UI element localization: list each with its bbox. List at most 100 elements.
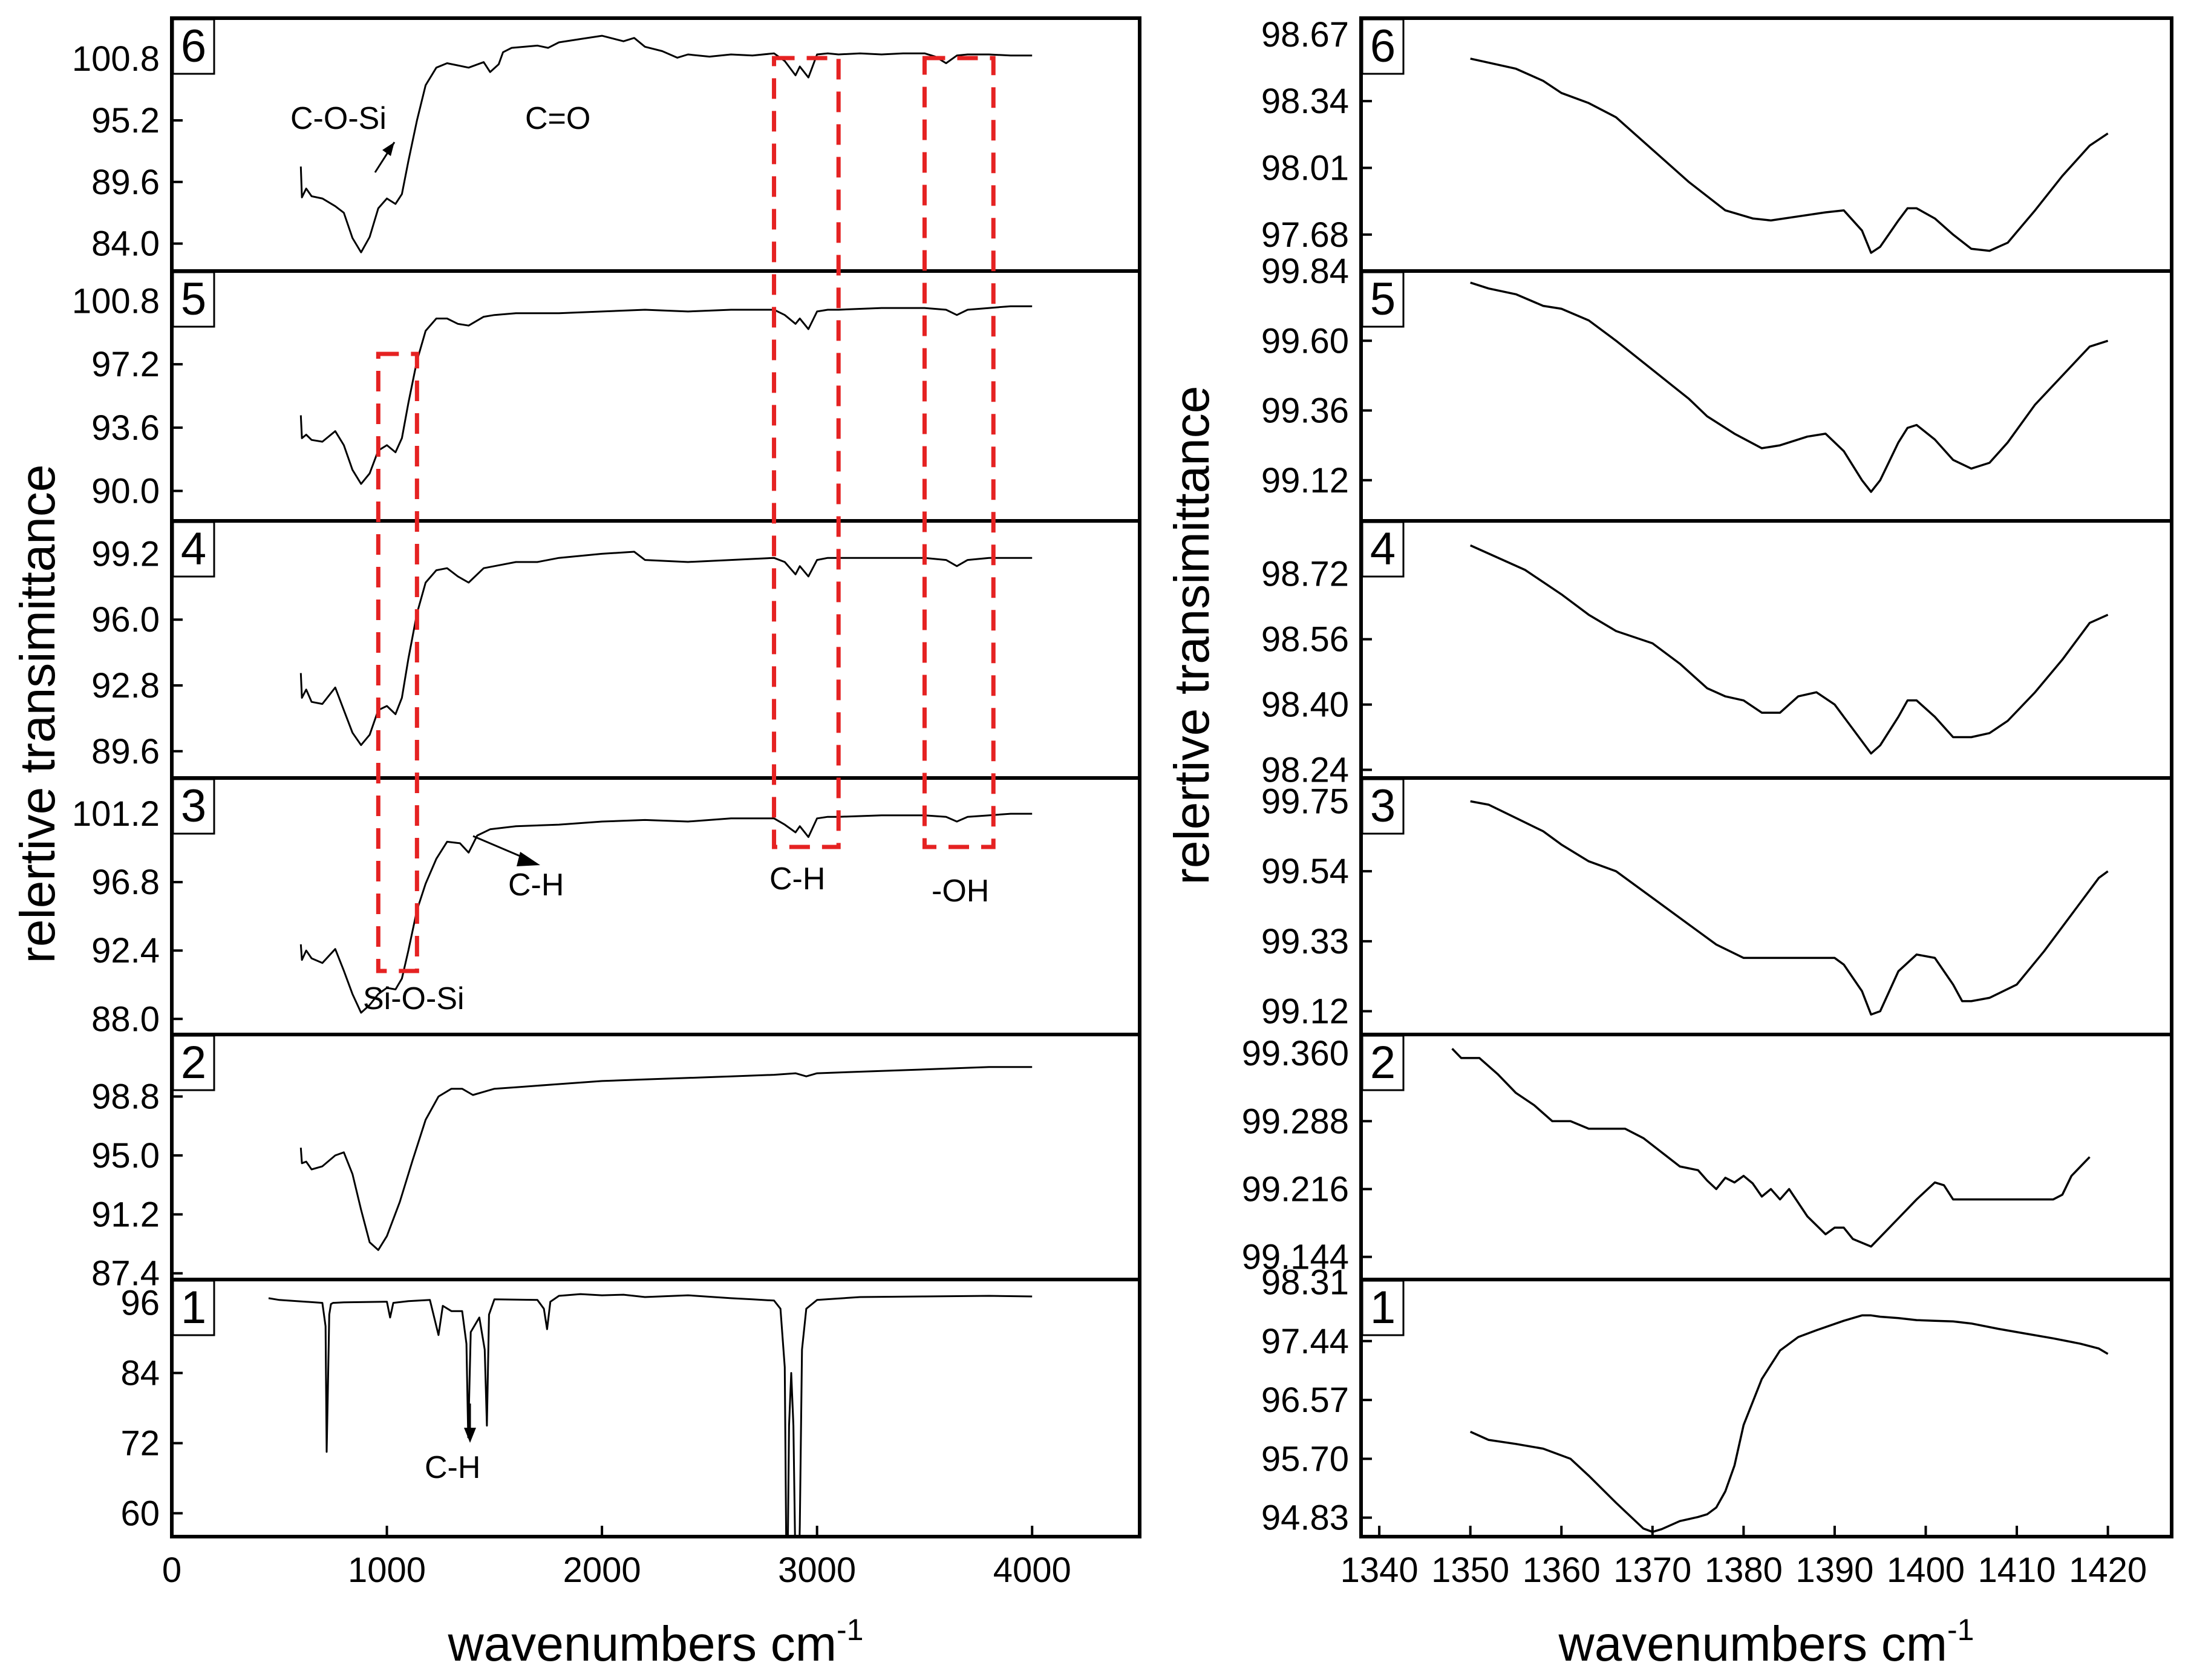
spectrum-line-2 (1451, 1048, 2091, 1248)
panel-label-6: 6 (1361, 18, 1405, 75)
x-tick-label: 1410 (1978, 1551, 2056, 1590)
y-tick-label: 99.60 (1261, 321, 1349, 361)
highlight-region-box (772, 56, 841, 849)
y-tick-label: 94.83 (1261, 1499, 1349, 1538)
x-tick-label: 0 (162, 1551, 181, 1590)
y-tick-label: 95.70 (1261, 1439, 1349, 1479)
y-tick-label: 99.12 (1261, 461, 1349, 500)
y-tick-label: 93.6 (91, 408, 160, 448)
y-tick-label: 88.0 (91, 999, 160, 1039)
spectrum-line-3 (299, 812, 1033, 1014)
y-tick-label: 89.6 (91, 732, 160, 771)
panel-label-box (172, 271, 215, 328)
panel-label-text: 2 (181, 1037, 206, 1088)
y-tick-label: 99.2 (91, 534, 160, 574)
x-axis-title-main: wavenumbers cm (447, 1616, 837, 1672)
x-tick-label: 1340 (1340, 1551, 1419, 1590)
y-tick-label: 98.8 (91, 1077, 160, 1117)
panel-label-text: 6 (181, 21, 206, 72)
panel-label-2: 2 (172, 1034, 215, 1091)
y-tick-label: 96.0 (91, 600, 160, 639)
panel-label-3: 3 (172, 778, 215, 835)
spectrum-line-5 (299, 305, 1033, 485)
spectrum-line-6 (1470, 57, 2109, 254)
y-tick-label: 99.84 (1261, 252, 1349, 291)
arrowhead-c-h-1 (464, 1428, 476, 1443)
y-tick-label: 87.4 (91, 1254, 160, 1293)
y-tick-label: 97.44 (1261, 1322, 1349, 1361)
annotation-oh: -OH (932, 874, 989, 909)
spectrum-line-3 (1470, 800, 2109, 1016)
spectrum-line-4 (299, 551, 1033, 747)
panel-label-box (1361, 778, 1405, 835)
y-tick-label: 96.57 (1261, 1381, 1349, 1420)
spectrum-line-4 (1469, 544, 2109, 755)
panel-label-text: 2 (1370, 1037, 1396, 1088)
annotation-c-h-1: C-H (425, 1450, 480, 1485)
y-tick-label: 96 (120, 1284, 160, 1323)
y-tick-label: 60 (120, 1494, 160, 1533)
y-tick-label: 98.31 (1261, 1263, 1349, 1302)
panel-label-6: 6 (172, 18, 215, 75)
y-tick-label: 99.360 (1242, 1034, 1349, 1073)
arrowhead-c-h-1400 (517, 852, 540, 866)
left-ftir-chart: 100.8 95.2 89.6 84.0 6 100.8 97.2 93.6 90.0 5 99.2… (10, 16, 1141, 1672)
panel-label-text: 5 (1370, 273, 1396, 325)
panel-label-box (1361, 1034, 1405, 1091)
y-tick-label: 92.4 (91, 931, 160, 970)
panel-label-box (172, 778, 215, 835)
y-tick-label: 97.68 (1261, 215, 1349, 255)
y-tick-label: 99.36 (1261, 391, 1349, 431)
arrowhead-c-o-si (382, 142, 394, 156)
y-tick-label: 98.40 (1261, 685, 1349, 725)
spectrum-line-6 (299, 34, 1033, 253)
y-tick-label: 99.144 (1242, 1238, 1349, 1277)
panel-label-text: 6 (1370, 21, 1396, 72)
y-axis-title: relertive transimittance (1164, 386, 1220, 885)
y-tick-label: 84 (120, 1354, 160, 1393)
x-tick-label: 1350 (1431, 1551, 1509, 1590)
x-tick-label: 1420 (2069, 1551, 2147, 1590)
y-tick-label: 92.8 (91, 666, 160, 705)
y-tick-label: 98.01 (1261, 148, 1349, 188)
y-tick-label: 101.2 (72, 794, 160, 834)
y-tick-label: 95.2 (91, 101, 160, 140)
panel-label-box (1361, 18, 1405, 75)
annotation-c-h-2950: C-H (769, 861, 825, 897)
y-tick-label: 98.72 (1261, 555, 1349, 594)
y-tick-label: 84.0 (91, 224, 160, 264)
spectral-annotations: C-O-Si C=O C-H C-H -OH Si-O-Si C-H (290, 101, 989, 1485)
y-tick-label: 90.0 (91, 472, 160, 511)
y-tick-label: 98.34 (1261, 82, 1349, 121)
panel-label-1: 1 (172, 1280, 215, 1336)
panel-label-text: 5 (181, 273, 206, 325)
x-tick-label: 2000 (563, 1551, 641, 1590)
panel-label-box (172, 18, 215, 75)
right-ftir-zoom-chart: 98.67 98.34 98.01 97.68 6 99.84 99.60 99.36 99.1… (1164, 15, 2173, 1672)
x-axis-title: wavenumbers cm-1 (1558, 1613, 1974, 1672)
x-tick-label: 1000 (348, 1551, 426, 1590)
y-tick-label: 98.67 (1261, 15, 1349, 54)
panel-label-box (172, 1280, 215, 1336)
panel-label-text: 4 (1370, 523, 1396, 575)
panel-label-text: 3 (1370, 780, 1396, 832)
panel-label-text: 1 (181, 1282, 206, 1333)
x-tick-label: 3000 (778, 1551, 856, 1590)
panel-label-box (172, 521, 215, 578)
spectrum-line-1 (1469, 1314, 2109, 1533)
panel-label-box (1361, 521, 1405, 578)
panel-label-5: 5 (1361, 271, 1405, 328)
y-tick-label: 91.2 (91, 1195, 160, 1234)
panel-label-box (172, 1034, 215, 1091)
y-axis-title: relertive transimittance (10, 465, 65, 964)
y-tick-label: 96.8 (91, 863, 160, 902)
spectrum-line-2 (299, 1066, 1033, 1251)
panel-label-2: 2 (1361, 1034, 1405, 1091)
y-tick-label: 99.75 (1261, 782, 1349, 822)
x-tick-label: 4000 (993, 1551, 1071, 1590)
spectrum-line-5 (1470, 281, 2109, 493)
panel-label-5: 5 (172, 271, 215, 328)
x-tick-label: 1380 (1705, 1551, 1783, 1590)
x-axis-title: wavenumbers cm-1 (447, 1613, 863, 1672)
